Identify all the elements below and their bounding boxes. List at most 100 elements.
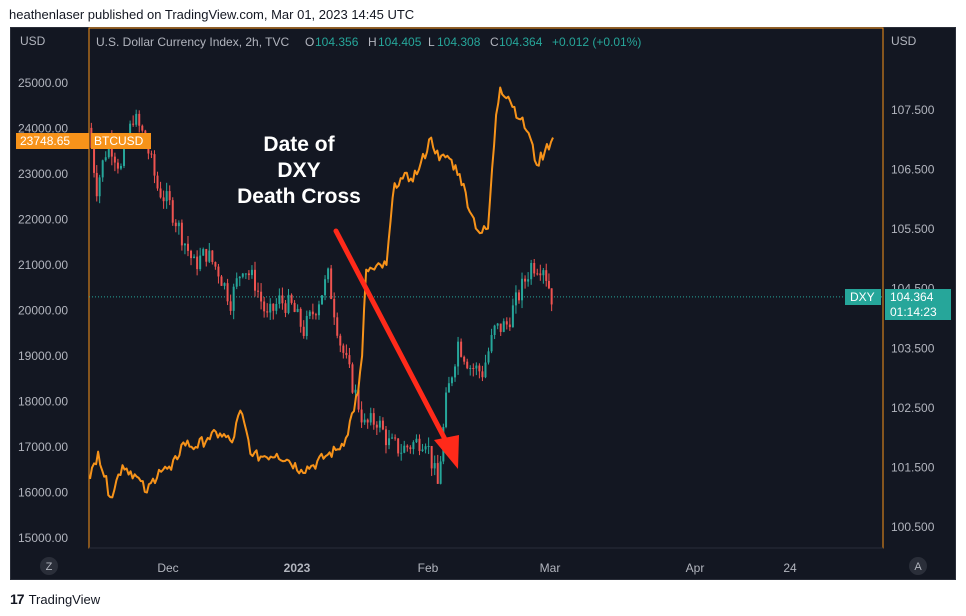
dxy-candle-body bbox=[508, 324, 511, 328]
dxy-candle-body bbox=[141, 125, 144, 131]
dxy-candle-body bbox=[150, 153, 153, 155]
ohlc-high-label: H bbox=[368, 35, 377, 49]
ohlc-low-value: 104.308 bbox=[437, 35, 481, 49]
dxy-candle-body bbox=[174, 222, 177, 227]
dxy-candle-body bbox=[266, 311, 269, 313]
left-tick-label: 20000.00 bbox=[18, 304, 68, 318]
dxy-candle-body bbox=[481, 371, 484, 378]
dxy-candle-body bbox=[287, 294, 290, 313]
right-tick-label: 101.500 bbox=[891, 460, 935, 474]
left-tick-label: 22000.00 bbox=[18, 213, 68, 227]
dxy-candle-body bbox=[339, 335, 342, 346]
dxy-candle-body bbox=[138, 113, 141, 126]
right-tick-label: 107.500 bbox=[891, 103, 935, 117]
x-tick-label: 24 bbox=[783, 561, 797, 575]
dxy-candle-body bbox=[366, 419, 369, 423]
ohlc-change: +0.012 (+0.01%) bbox=[552, 35, 641, 49]
dxy-candle-body bbox=[214, 262, 217, 267]
dxy-candle-body bbox=[487, 351, 490, 363]
dxy-candle-body bbox=[226, 283, 229, 302]
dxy-candles-series bbox=[90, 109, 553, 485]
dxy-candle-body bbox=[129, 123, 132, 142]
dxy-candle-body bbox=[275, 303, 278, 311]
dxy-candle-body bbox=[397, 438, 400, 454]
dxy-candle-body bbox=[445, 392, 448, 427]
btcusd-line-series bbox=[89, 86, 554, 499]
dxy-candle-body bbox=[547, 280, 550, 289]
dxy-candle-body bbox=[278, 295, 281, 304]
dxy-countdown: 01:14:23 bbox=[890, 305, 937, 319]
tradingview-footer-logo[interactable]: 17 TradingView bbox=[10, 591, 100, 607]
dxy-candle-body bbox=[478, 365, 481, 372]
x-tick-label: Apr bbox=[686, 561, 705, 575]
dxy-candle-body bbox=[116, 162, 119, 169]
dxy-candle-body bbox=[250, 269, 253, 276]
dxy-candle-body bbox=[199, 255, 202, 270]
x-tick-label: Feb bbox=[418, 561, 439, 575]
dxy-candle-body bbox=[375, 424, 378, 428]
dxy-candle-body bbox=[305, 315, 308, 336]
dxy-candle-body bbox=[101, 160, 104, 178]
left-tick-label: 16000.00 bbox=[18, 486, 68, 500]
dxy-candle-body bbox=[159, 188, 162, 198]
dxy-candle-body bbox=[394, 437, 397, 439]
chart-title: U.S. Dollar Currency Index, 2h, TVC bbox=[96, 35, 290, 49]
left-axis-ticks: 25000.00 24000.00 23000.00 22000.00 21000.00… bbox=[18, 76, 68, 545]
dxy-candle-body bbox=[430, 446, 433, 469]
dxy-candle-body bbox=[314, 314, 317, 316]
dxy-candle-body bbox=[180, 222, 183, 246]
dxy-candle-body bbox=[533, 263, 536, 274]
dxy-candle-body bbox=[357, 389, 360, 410]
dxy-candle-body bbox=[472, 367, 475, 369]
dxy-candle-body bbox=[190, 250, 193, 259]
right-tick-label: 103.500 bbox=[891, 341, 935, 355]
dxy-candle-body bbox=[284, 303, 287, 313]
dxy-candle-body bbox=[119, 165, 122, 169]
dxy-candle-body bbox=[95, 172, 98, 197]
chart-canvas[interactable]: U.S. Dollar Currency Index, 2h, TVC O 10… bbox=[10, 27, 956, 580]
dxy-candle-body bbox=[186, 243, 189, 251]
dxy-candle-body bbox=[211, 250, 214, 263]
dxy-candle-body bbox=[290, 294, 293, 303]
dxy-candle-body bbox=[469, 367, 472, 369]
dxy-candle-body bbox=[220, 276, 223, 286]
dxy-candle-body bbox=[272, 303, 275, 311]
dxy-candle-body bbox=[104, 157, 107, 161]
dxy-candle-body bbox=[269, 303, 272, 313]
death-cross-annotation: Date of DXY Death Cross bbox=[237, 133, 361, 208]
dxy-candle-body bbox=[98, 177, 101, 197]
bottom-left-corner-button[interactable]: Z bbox=[40, 557, 58, 575]
right-tick-label: 100.500 bbox=[891, 520, 935, 534]
bottom-right-corner-button[interactable]: A bbox=[909, 557, 927, 575]
dxy-candle-body bbox=[439, 461, 442, 484]
dxy-candle-body bbox=[496, 323, 499, 326]
tradingview-logo-icon: 17 bbox=[10, 591, 25, 607]
annotation-line-3: Death Cross bbox=[237, 185, 361, 208]
plot-area-border bbox=[88, 27, 884, 549]
dxy-candle-body bbox=[281, 295, 284, 304]
tradingview-logo-text: TradingView bbox=[28, 591, 101, 607]
zoom-reset-label: Z bbox=[46, 561, 53, 573]
dxy-candle-body bbox=[454, 366, 457, 378]
dxy-candle-body bbox=[235, 278, 238, 287]
dxy-candle-body bbox=[342, 345, 345, 353]
dxy-candle-body bbox=[388, 438, 391, 446]
dxy-candle-body bbox=[330, 268, 333, 299]
dxy-candle-body bbox=[238, 276, 241, 279]
dxy-candle-body bbox=[302, 326, 305, 336]
dxy-candle-body bbox=[424, 446, 427, 450]
dxy-candle-body bbox=[545, 270, 548, 281]
dxy-candle-body bbox=[539, 273, 542, 276]
dxy-candle-body bbox=[378, 420, 381, 428]
left-tick-label: 24000.00 bbox=[18, 122, 68, 136]
dxy-candle-body bbox=[135, 113, 138, 125]
chart-frame[interactable] bbox=[10, 27, 956, 580]
dxy-candle-body bbox=[463, 356, 466, 362]
dxy-candle-body bbox=[153, 154, 156, 176]
left-axis-unit: USD bbox=[20, 34, 46, 48]
dxy-candle-body bbox=[93, 147, 96, 173]
dxy-candle-body bbox=[484, 362, 487, 378]
dxy-candle-body bbox=[202, 249, 205, 256]
dxy-candle-body bbox=[308, 311, 311, 316]
dxy-candle-body bbox=[253, 269, 256, 291]
